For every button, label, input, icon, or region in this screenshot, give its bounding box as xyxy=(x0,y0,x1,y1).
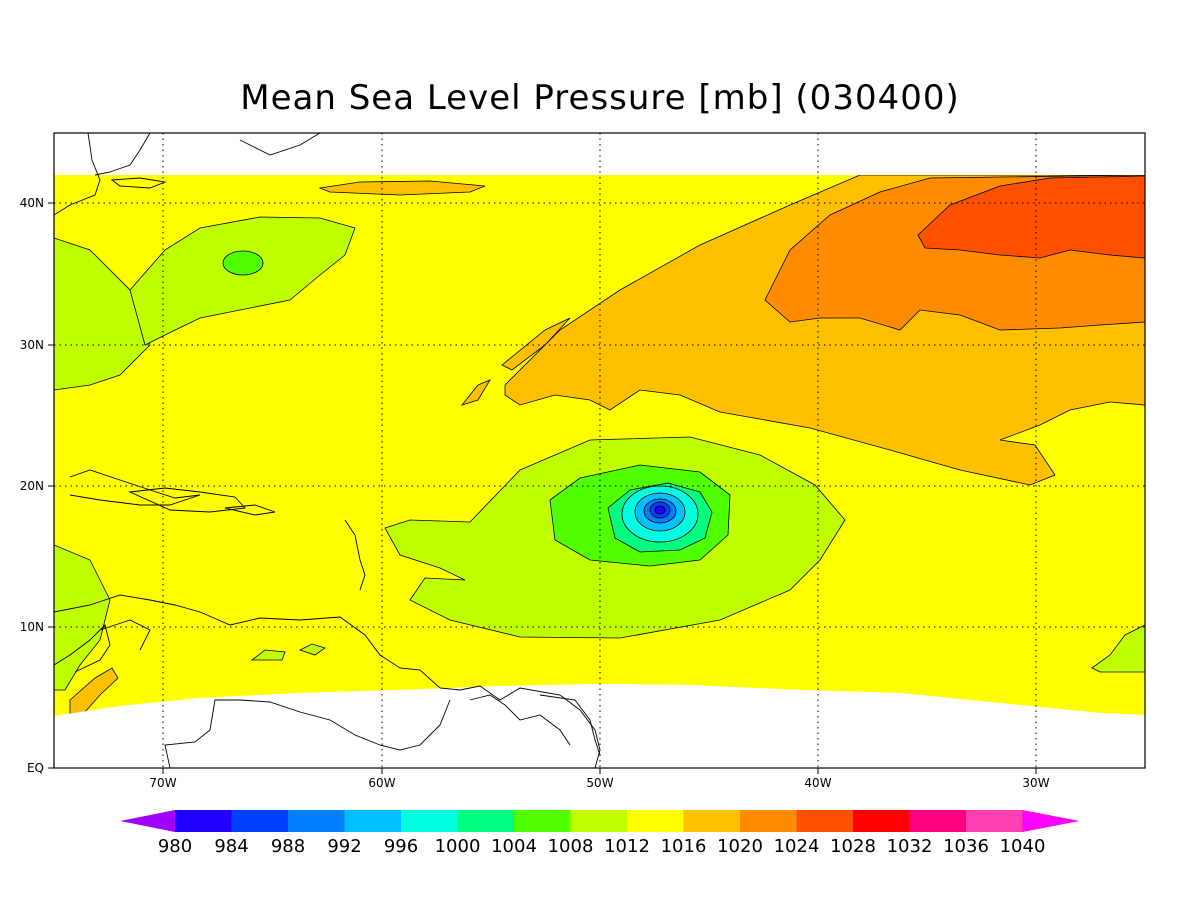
lon-labels: 70W 60W 50W 40W 30W xyxy=(149,776,1049,790)
colorbar-level-label: 992 xyxy=(327,836,361,857)
colorbar-swatch xyxy=(966,810,1023,832)
lat-label: 40N xyxy=(20,196,44,210)
colorbar-swatch xyxy=(344,810,402,832)
lat-labels: 40N 30N 20N 10N EQ xyxy=(20,196,44,775)
colorbar-swatch xyxy=(909,810,967,832)
colorbar-swatch xyxy=(175,810,232,832)
region-980-storm xyxy=(654,505,666,515)
colorbar-swatch xyxy=(796,810,854,832)
region-1016-north xyxy=(318,180,486,196)
colorbar-swatch xyxy=(740,810,797,832)
colorbar-level-label: 1016 xyxy=(661,836,707,857)
region-1016-sliver-b xyxy=(460,379,491,406)
colorbar-level-label: 1012 xyxy=(604,836,650,857)
region-1008-southeast xyxy=(1091,624,1145,673)
colorbar-swatch xyxy=(457,810,515,832)
colorbar-swatch xyxy=(514,810,571,832)
lon-label: 60W xyxy=(368,776,395,790)
region-1004-nw xyxy=(222,250,264,276)
lon-label: 30W xyxy=(1022,776,1049,790)
colorbar-level-label: 1020 xyxy=(717,836,763,857)
colorbar-swatch xyxy=(288,810,345,832)
lat-label: 20N xyxy=(20,479,44,493)
colorbar-level-label: 1032 xyxy=(887,836,933,857)
colorbar-level-label: 1036 xyxy=(943,836,989,857)
colorbar-level-label: 1028 xyxy=(830,836,876,857)
colorbar xyxy=(120,810,1080,832)
map-title: Mean Sea Level Pressure [mb] (030400) xyxy=(240,78,960,118)
colorbar-swatch xyxy=(683,810,741,832)
colorbar-swatch xyxy=(627,810,684,832)
graticule xyxy=(54,133,1145,768)
no-data-north xyxy=(54,133,1145,175)
pressure-field xyxy=(54,133,1145,768)
region-1008-small-b xyxy=(298,643,326,656)
region-1008-small-a xyxy=(250,649,286,661)
colorbar-level-label: 984 xyxy=(214,836,248,857)
colorbar-level-label: 980 xyxy=(158,836,192,857)
lat-label: 10N xyxy=(20,620,44,634)
colorbar-level-label: 1000 xyxy=(435,836,481,857)
colorbar-level-label: 1024 xyxy=(774,836,820,857)
region-1008-southwest xyxy=(54,544,111,691)
lon-label: 40W xyxy=(804,776,831,790)
colorbar-swatch xyxy=(570,810,628,832)
no-data-south xyxy=(54,684,1145,768)
region-1008-west xyxy=(54,237,151,391)
lat-label: EQ xyxy=(27,761,44,775)
lat-label: 30N xyxy=(20,338,44,352)
colorbar-swatch xyxy=(401,810,458,832)
region-1008-nw xyxy=(129,216,356,346)
region-1016-sliver-a xyxy=(501,317,571,371)
colorbar-arrow-high xyxy=(1022,810,1080,832)
axis-ticks xyxy=(48,202,1037,774)
colorbar-swatch xyxy=(231,810,289,832)
colorbar-labels: 980 984 988 992 996 1000 1004 1008 1012 1016 1020 1… xyxy=(158,836,1046,857)
lon-label: 50W xyxy=(586,776,613,790)
colorbar-level-label: 1040 xyxy=(1000,836,1046,857)
lon-label: 70W xyxy=(149,776,176,790)
coastlines xyxy=(54,133,601,768)
colorbar-level-label: 1004 xyxy=(491,836,537,857)
colorbar-arrow-low xyxy=(120,810,175,832)
colorbar-swatch xyxy=(853,810,910,832)
colorbar-level-label: 988 xyxy=(271,836,305,857)
colorbar-level-label: 996 xyxy=(384,836,418,857)
colorbar-level-label: 1008 xyxy=(548,836,594,857)
region-1024-ne xyxy=(917,175,1145,259)
